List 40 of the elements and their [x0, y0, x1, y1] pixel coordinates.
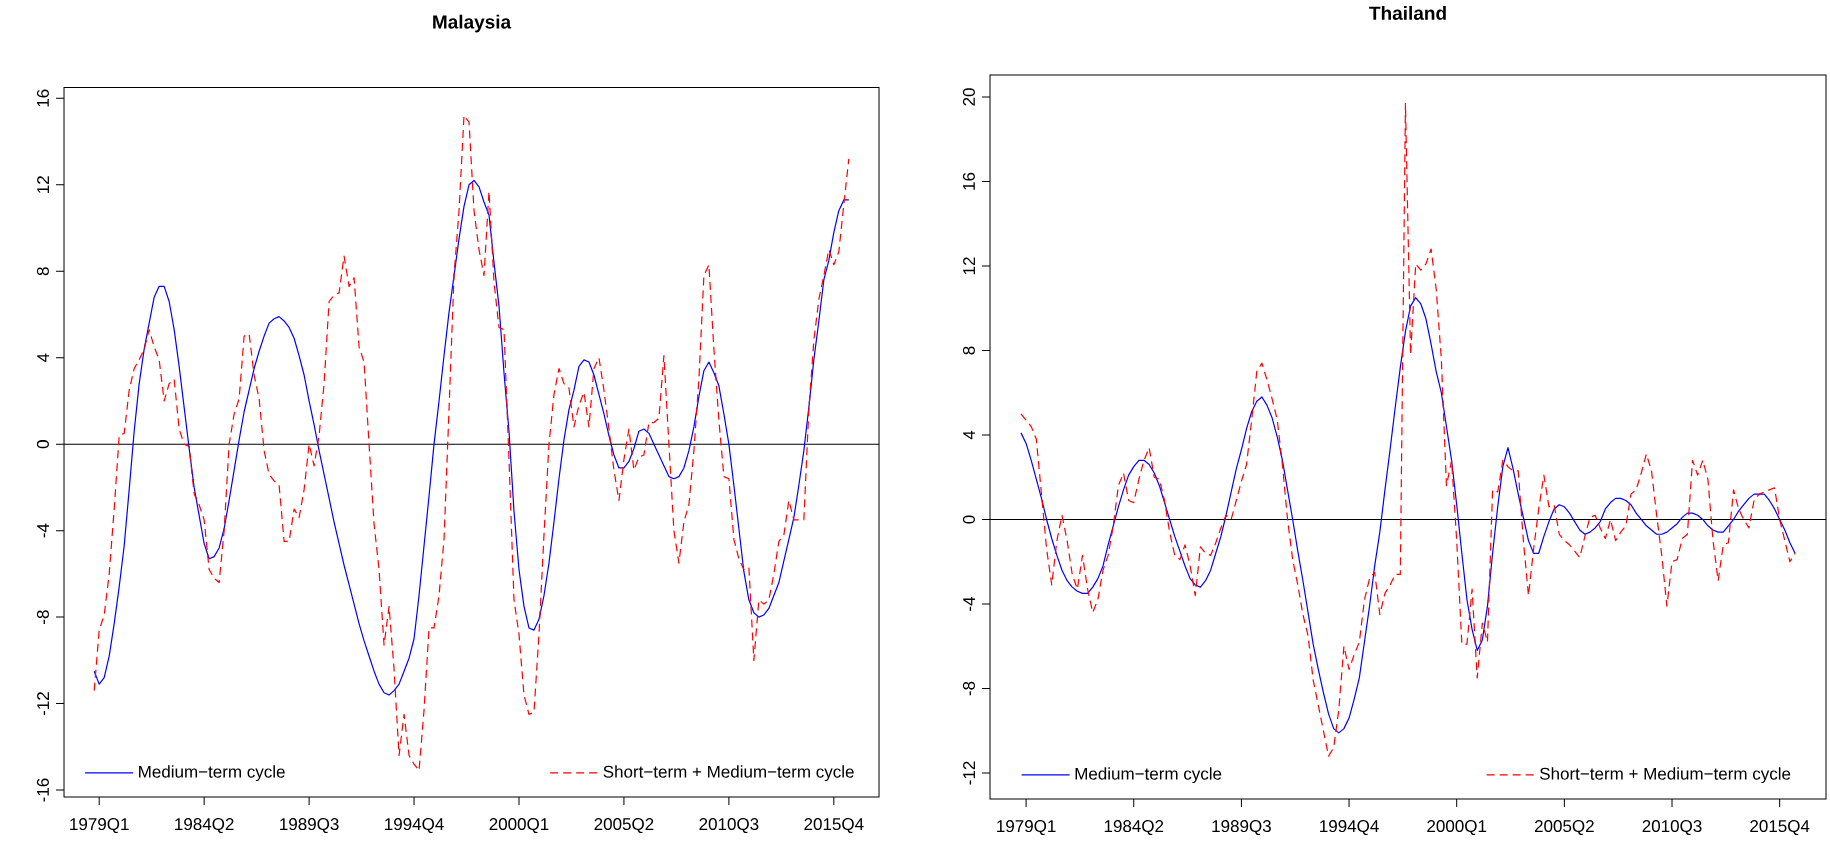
y-tick-label: 20: [962, 88, 975, 106]
y-tick-label: -4: [963, 596, 975, 611]
x-tick-label: 1989Q3: [280, 818, 339, 834]
y-tick-label: 0: [36, 440, 49, 449]
y-tick-label: -12: [963, 761, 975, 785]
y-tick-label: -12: [37, 692, 49, 716]
x-tick-label: 2015Q4: [1750, 820, 1810, 836]
y-tick-label: 16: [962, 172, 975, 190]
x-tick-label: 1979Q1: [997, 820, 1056, 836]
legend-label: Medium−term cycle: [1075, 767, 1222, 784]
x-tick-label: 2005Q2: [1534, 820, 1594, 836]
y-tick-label: 12: [37, 176, 49, 193]
y-tick-label: 4: [37, 353, 49, 363]
x-tick-label: 2000Q1: [1427, 820, 1487, 836]
y-tick-label: 8: [962, 346, 975, 355]
x-tick-label: 1984Q2: [175, 818, 234, 834]
y-tick-label: -8: [36, 610, 49, 624]
x-tick-label: 1989Q3: [1212, 820, 1271, 836]
y-tick-label: 12: [963, 257, 975, 275]
x-tick-label: 2005Q2: [594, 818, 654, 834]
chart-title: Malaysia: [433, 14, 512, 33]
y-tick-label: 16: [36, 89, 49, 107]
x-tick-label: 2015Q4: [804, 818, 864, 834]
x-tick-label: 2010Q3: [699, 818, 759, 834]
y-tick-label: 8: [36, 267, 49, 276]
x-tick-label: 1994Q4: [1320, 820, 1379, 836]
x-tick-label: 1994Q4: [385, 818, 444, 834]
legend-label: Short−term + Medium−term cycle: [1540, 767, 1791, 784]
y-tick-label: 4: [963, 430, 975, 440]
y-tick-label: -16: [36, 778, 49, 802]
x-tick-label: 2000Q1: [489, 818, 549, 834]
x-tick-label: 1984Q2: [1104, 820, 1164, 836]
x-tick-label: 1979Q1: [70, 818, 129, 834]
y-tick-label: -4: [37, 523, 49, 538]
legend-label: Short−term + Medium−term cycle: [603, 765, 854, 782]
legend-label: Medium−term cycle: [139, 765, 285, 782]
x-tick-label: 2010Q3: [1642, 820, 1702, 836]
y-tick-label: 0: [962, 515, 975, 524]
y-tick-label: -8: [962, 681, 975, 696]
chart-title: Thailand: [1369, 5, 1446, 20]
